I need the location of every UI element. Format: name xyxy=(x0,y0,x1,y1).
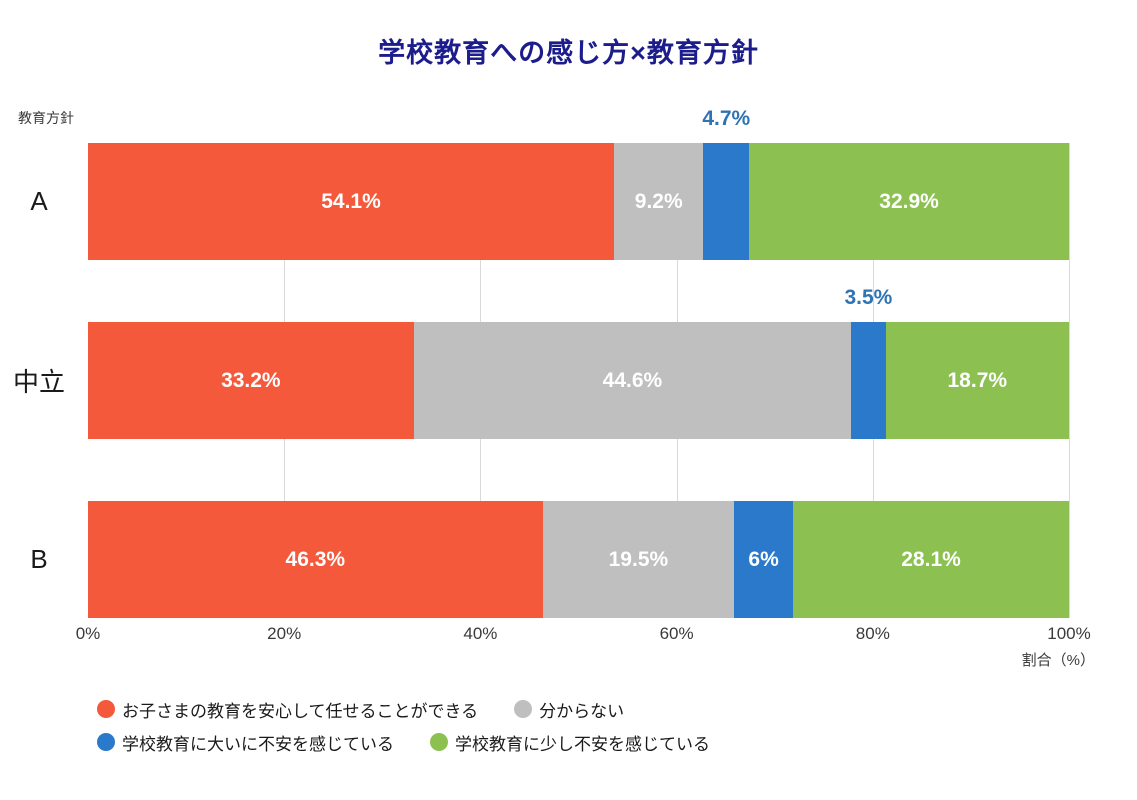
legend-row: 学校教育に大いに不安を感じている 学校教育に少し不安を感じている xyxy=(97,728,710,756)
x-axis: 0% 20% 40% 60% 80% 100% xyxy=(76,624,1091,646)
legend-label: 分からない xyxy=(539,701,625,721)
bar-row-3: 46.3% 19.5% 6% 28.1% xyxy=(88,501,1069,618)
bar-segment: 33.2% xyxy=(88,322,414,439)
segment-value-label: 19.5% xyxy=(608,547,669,571)
bar-segment xyxy=(703,143,750,260)
bar-segment xyxy=(851,322,886,439)
segment-value-label: 9.2% xyxy=(634,189,683,213)
x-axis-tick: 40% xyxy=(463,624,498,643)
legend-marker-circle-icon xyxy=(514,700,533,718)
bar-segment: 54.1% xyxy=(88,143,614,260)
gridline xyxy=(1069,143,1070,618)
segment-value-label: 33.2% xyxy=(221,368,281,392)
x-axis-tick: 60% xyxy=(659,624,694,643)
bar-segment: 9.2% xyxy=(613,143,704,260)
bar-row-1: 54.1% 9.2% 32.9% xyxy=(88,143,1070,260)
x-axis-unit-label: 割合（%） xyxy=(1021,652,1095,669)
legend-marker-circle-icon xyxy=(430,733,448,751)
segment-value-label: 18.7% xyxy=(947,368,1008,392)
bar-segment: 32.9% xyxy=(749,143,1070,260)
bar-row-2: 33.2% 44.6% 18.7% xyxy=(88,322,1069,439)
x-axis-tick: 100% xyxy=(1047,624,1091,643)
legend-label: 学校教育に少し不安を感じている xyxy=(455,734,710,754)
segment-value-label: 32.9% xyxy=(879,189,939,213)
legend-label: 学校教育に大いに不安を感じている xyxy=(122,734,394,754)
floating-value-label: 3.5% xyxy=(844,286,893,309)
segment-value-label: 28.1% xyxy=(901,547,961,571)
bar-segment: 6% xyxy=(734,501,794,618)
legend-item: 学校教育に少し不安を感じている xyxy=(430,728,710,756)
legend-label: お子さまの教育を安心して任せることができる xyxy=(122,701,479,721)
category-label: A xyxy=(30,186,48,216)
bar-segment: 18.7% xyxy=(885,322,1069,439)
legend-item: 分からない xyxy=(514,695,624,723)
legend-row: お子さまの教育を安心して任せることができる 分からない xyxy=(97,695,710,723)
legend-item: 学校教育に大いに不安を感じている xyxy=(97,728,394,756)
legend-marker-circle-icon xyxy=(97,700,115,718)
legend-marker-circle-icon xyxy=(97,733,115,751)
segment-value-label: 44.6% xyxy=(602,368,663,392)
category-label: B xyxy=(30,544,48,574)
floating-value-label: 4.7% xyxy=(702,107,751,130)
segment-value-label: 6% xyxy=(748,547,779,571)
plot-area: 54.1% 9.2% 32.9% 4.7% A 33.2% 44.6% 18.7% 3.5% 中立… xyxy=(13,107,1070,618)
chart-title: 学校教育への感じ方×教育方針 xyxy=(378,38,759,68)
bar-segment: 19.5% xyxy=(542,501,735,618)
x-axis-tick: 80% xyxy=(855,624,890,643)
category-label: 中立 xyxy=(12,367,65,397)
bar-segment: 28.1% xyxy=(793,501,1069,618)
x-axis-tick: 20% xyxy=(267,624,302,643)
legend: お子さまの教育を安心して任せることができる 分からない学校教育に大いに不安を感じて… xyxy=(97,695,710,756)
segment-value-label: 46.3% xyxy=(285,547,346,571)
bar-segment: 44.6% xyxy=(413,322,852,439)
legend-item: お子さまの教育を安心して任せることができる xyxy=(97,695,478,723)
segment-value-label: 54.1% xyxy=(321,189,381,213)
y-axis-title: 教育方針 xyxy=(18,110,74,126)
bar-segment: 46.3% xyxy=(88,501,543,618)
x-axis-tick: 0% xyxy=(75,624,101,643)
